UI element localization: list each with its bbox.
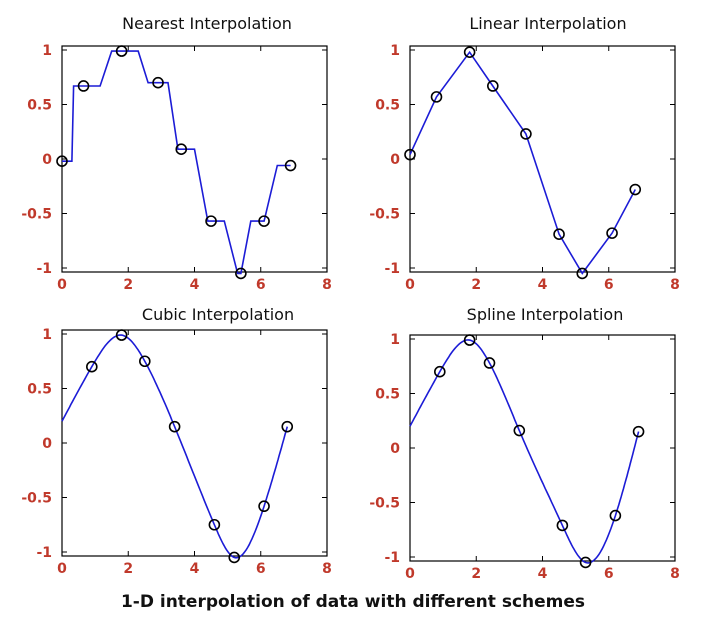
y-tick-label: 1 [42, 327, 52, 343]
interpolated-curve [409, 50, 637, 275]
data-point-marker [629, 183, 642, 196]
y-tick-label: 0.5 [27, 382, 52, 398]
plot-title-cubic: Cubic Interpolation [141, 305, 295, 324]
data-point-marker [208, 518, 221, 531]
data-point-marker [77, 80, 90, 92]
x-tick-label: 8 [670, 277, 680, 293]
data-point-marker [235, 267, 247, 280]
data-point-marker [579, 556, 592, 569]
x-tick-label: 0 [57, 561, 67, 577]
plot-title-spline: Spline Interpolation [466, 305, 624, 324]
y-tick-label: -1 [384, 550, 400, 566]
data-point-marker [258, 500, 270, 513]
data-point-marker [556, 519, 569, 532]
data-point-marker [576, 267, 589, 280]
y-tick-label: -1 [384, 261, 400, 277]
data-point-marker [281, 420, 294, 433]
x-tick-label: 2 [471, 566, 481, 582]
y-tick-label: -0.5 [21, 207, 52, 223]
data-point-marker [139, 355, 151, 368]
data-point-marker [632, 425, 645, 438]
axes-frame [61, 329, 328, 557]
data-point-marker [606, 227, 618, 239]
x-tick-label: 8 [670, 566, 680, 582]
y-tick-label: 0 [390, 441, 400, 457]
y-tick-label: 0 [42, 152, 52, 168]
data-point-marker [434, 365, 446, 378]
figure-caption: 1-D interpolation of data with different… [120, 592, 586, 612]
x-tick-label: 8 [322, 561, 332, 577]
data-point-marker [86, 360, 98, 373]
data-point-marker [228, 551, 241, 564]
data-point-marker [284, 159, 297, 172]
x-tick-label: 4 [538, 277, 548, 293]
data-point-marker [168, 420, 181, 433]
data-point-marker [152, 76, 164, 89]
x-tick-label: 6 [604, 566, 614, 582]
x-tick-label: 6 [256, 277, 266, 293]
y-tick-label: 0.5 [375, 387, 400, 403]
interpolated-curve [62, 50, 291, 275]
data-point-marker [430, 91, 443, 103]
y-tick-label: 0.5 [375, 98, 400, 114]
data-point-marker [463, 46, 476, 58]
data-point-marker [609, 509, 622, 522]
y-tick-label: 0.5 [27, 98, 52, 114]
y-tick-label: -1 [36, 261, 52, 277]
x-tick-label: 2 [123, 561, 133, 577]
y-tick-label: 1 [390, 332, 400, 348]
data-point-marker [56, 155, 68, 167]
x-tick-label: 2 [123, 277, 133, 293]
y-tick-label: -1 [36, 545, 52, 561]
y-tick-label: -0.5 [369, 207, 400, 223]
data-point-marker [513, 424, 526, 437]
data-point-marker [520, 128, 532, 140]
x-tick-label: 4 [538, 566, 548, 582]
x-tick-label: 8 [322, 277, 332, 293]
data-point-marker [483, 357, 496, 369]
x-tick-label: 6 [604, 277, 614, 293]
plot-nearest: 0 2 4 6 8 1 0.5 0 -0.5 -1 [21, 43, 332, 293]
y-tick-label: 1 [390, 43, 400, 59]
plot-title-linear: Linear Interpolation [469, 14, 627, 33]
y-tick-label: 1 [42, 43, 52, 59]
y-tick-label: 0 [390, 152, 400, 168]
y-tick-label: -0.5 [369, 496, 400, 512]
data-point-marker [487, 80, 499, 92]
plot-title-nearest: Nearest Interpolation [122, 14, 292, 33]
x-tick-label: 0 [405, 566, 415, 582]
y-tick-label: 0 [42, 436, 52, 452]
data-point-marker [553, 228, 565, 241]
data-point-marker [258, 215, 270, 227]
interpolated-curve [409, 339, 640, 564]
interpolated-curve [61, 334, 289, 559]
x-tick-label: 0 [405, 277, 415, 293]
plot-spline: 0 2 4 6 8 1 0.5 0 -0.5 -1 [369, 332, 680, 582]
x-tick-label: 0 [57, 277, 67, 293]
x-tick-label: 6 [256, 561, 266, 577]
data-point-marker [463, 334, 476, 346]
y-tick-label: -0.5 [21, 491, 52, 507]
plot-cubic: 0 2 4 6 8 1 0.5 0 -0.5 -1 [21, 327, 332, 577]
data-point-marker [205, 215, 217, 227]
x-tick-label: 2 [471, 277, 481, 293]
plot-linear: 0 2 4 6 8 1 0.5 0 -0.5 -1 [369, 43, 680, 293]
data-point-marker [404, 148, 416, 161]
axes-frame [409, 334, 676, 562]
data-point-marker [115, 329, 128, 341]
x-tick-label: 4 [190, 277, 200, 293]
x-tick-label: 4 [190, 561, 200, 577]
data-point-marker [115, 45, 128, 57]
data-point-marker [175, 143, 188, 155]
